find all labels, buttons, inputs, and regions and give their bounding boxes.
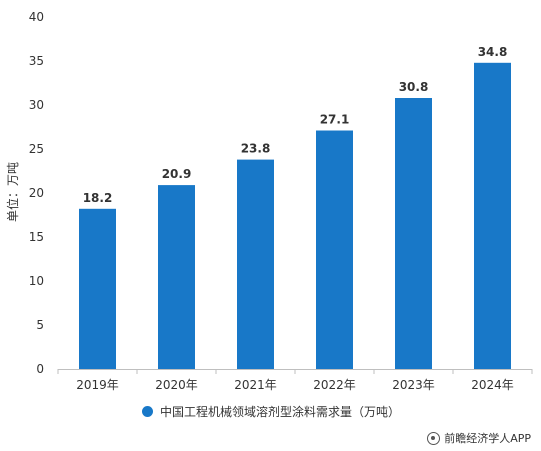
- y-tick-label: 10: [29, 274, 44, 288]
- data-labels: 18.2 20.9 23.8 27.1 30.8 34.8: [83, 45, 508, 205]
- data-label: 27.1: [320, 113, 350, 127]
- legend-label: 中国工程机械领域溶剂型涂料需求量（万吨）: [160, 404, 401, 419]
- x-tick-label: 2022年: [313, 378, 356, 392]
- bar: [316, 130, 353, 369]
- y-tick-label: 5: [36, 318, 44, 332]
- qianzhan-logo-icon: [427, 431, 441, 445]
- y-tick-label: 25: [29, 142, 44, 156]
- bar: [79, 208, 116, 369]
- y-axis: 0 5 10 15 20 25 30 35 40: [29, 10, 44, 376]
- x-tick-label: 2023年: [392, 378, 435, 392]
- bar: [237, 159, 274, 369]
- bar: [474, 62, 511, 370]
- y-tick-label: 30: [29, 98, 44, 112]
- y-tick-label: 40: [29, 10, 44, 24]
- y-tick-label: 15: [29, 230, 44, 244]
- data-label: 34.8: [478, 45, 508, 59]
- bar: [395, 98, 432, 369]
- legend: 中国工程机械领域溶剂型涂料需求量（万吨）: [142, 402, 400, 420]
- x-tick-label: 2021年: [234, 378, 277, 392]
- data-label: 23.8: [241, 142, 271, 156]
- x-tick-label: 2019年: [76, 378, 119, 392]
- source-text: 前瞻经济学人APP: [444, 432, 531, 445]
- y-axis-label: 单位：万吨: [5, 162, 20, 222]
- bar-series: [79, 62, 511, 370]
- y-tick-label: 35: [29, 54, 44, 68]
- source-credit: 前瞻经济学人APP: [427, 430, 531, 446]
- bar: [158, 185, 195, 369]
- data-label: 30.8: [399, 80, 429, 94]
- y-tick-label: 0: [36, 362, 44, 376]
- data-label: 20.9: [162, 167, 192, 181]
- y-tick-label: 20: [29, 186, 44, 200]
- x-tick-label: 2020年: [155, 378, 198, 392]
- data-label: 18.2: [83, 191, 113, 205]
- x-tick-label: 2024年: [471, 378, 514, 392]
- x-axis: 2019年 2020年 2021年 2022年 2023年 2024年: [57, 369, 533, 392]
- legend-swatch: [142, 405, 153, 417]
